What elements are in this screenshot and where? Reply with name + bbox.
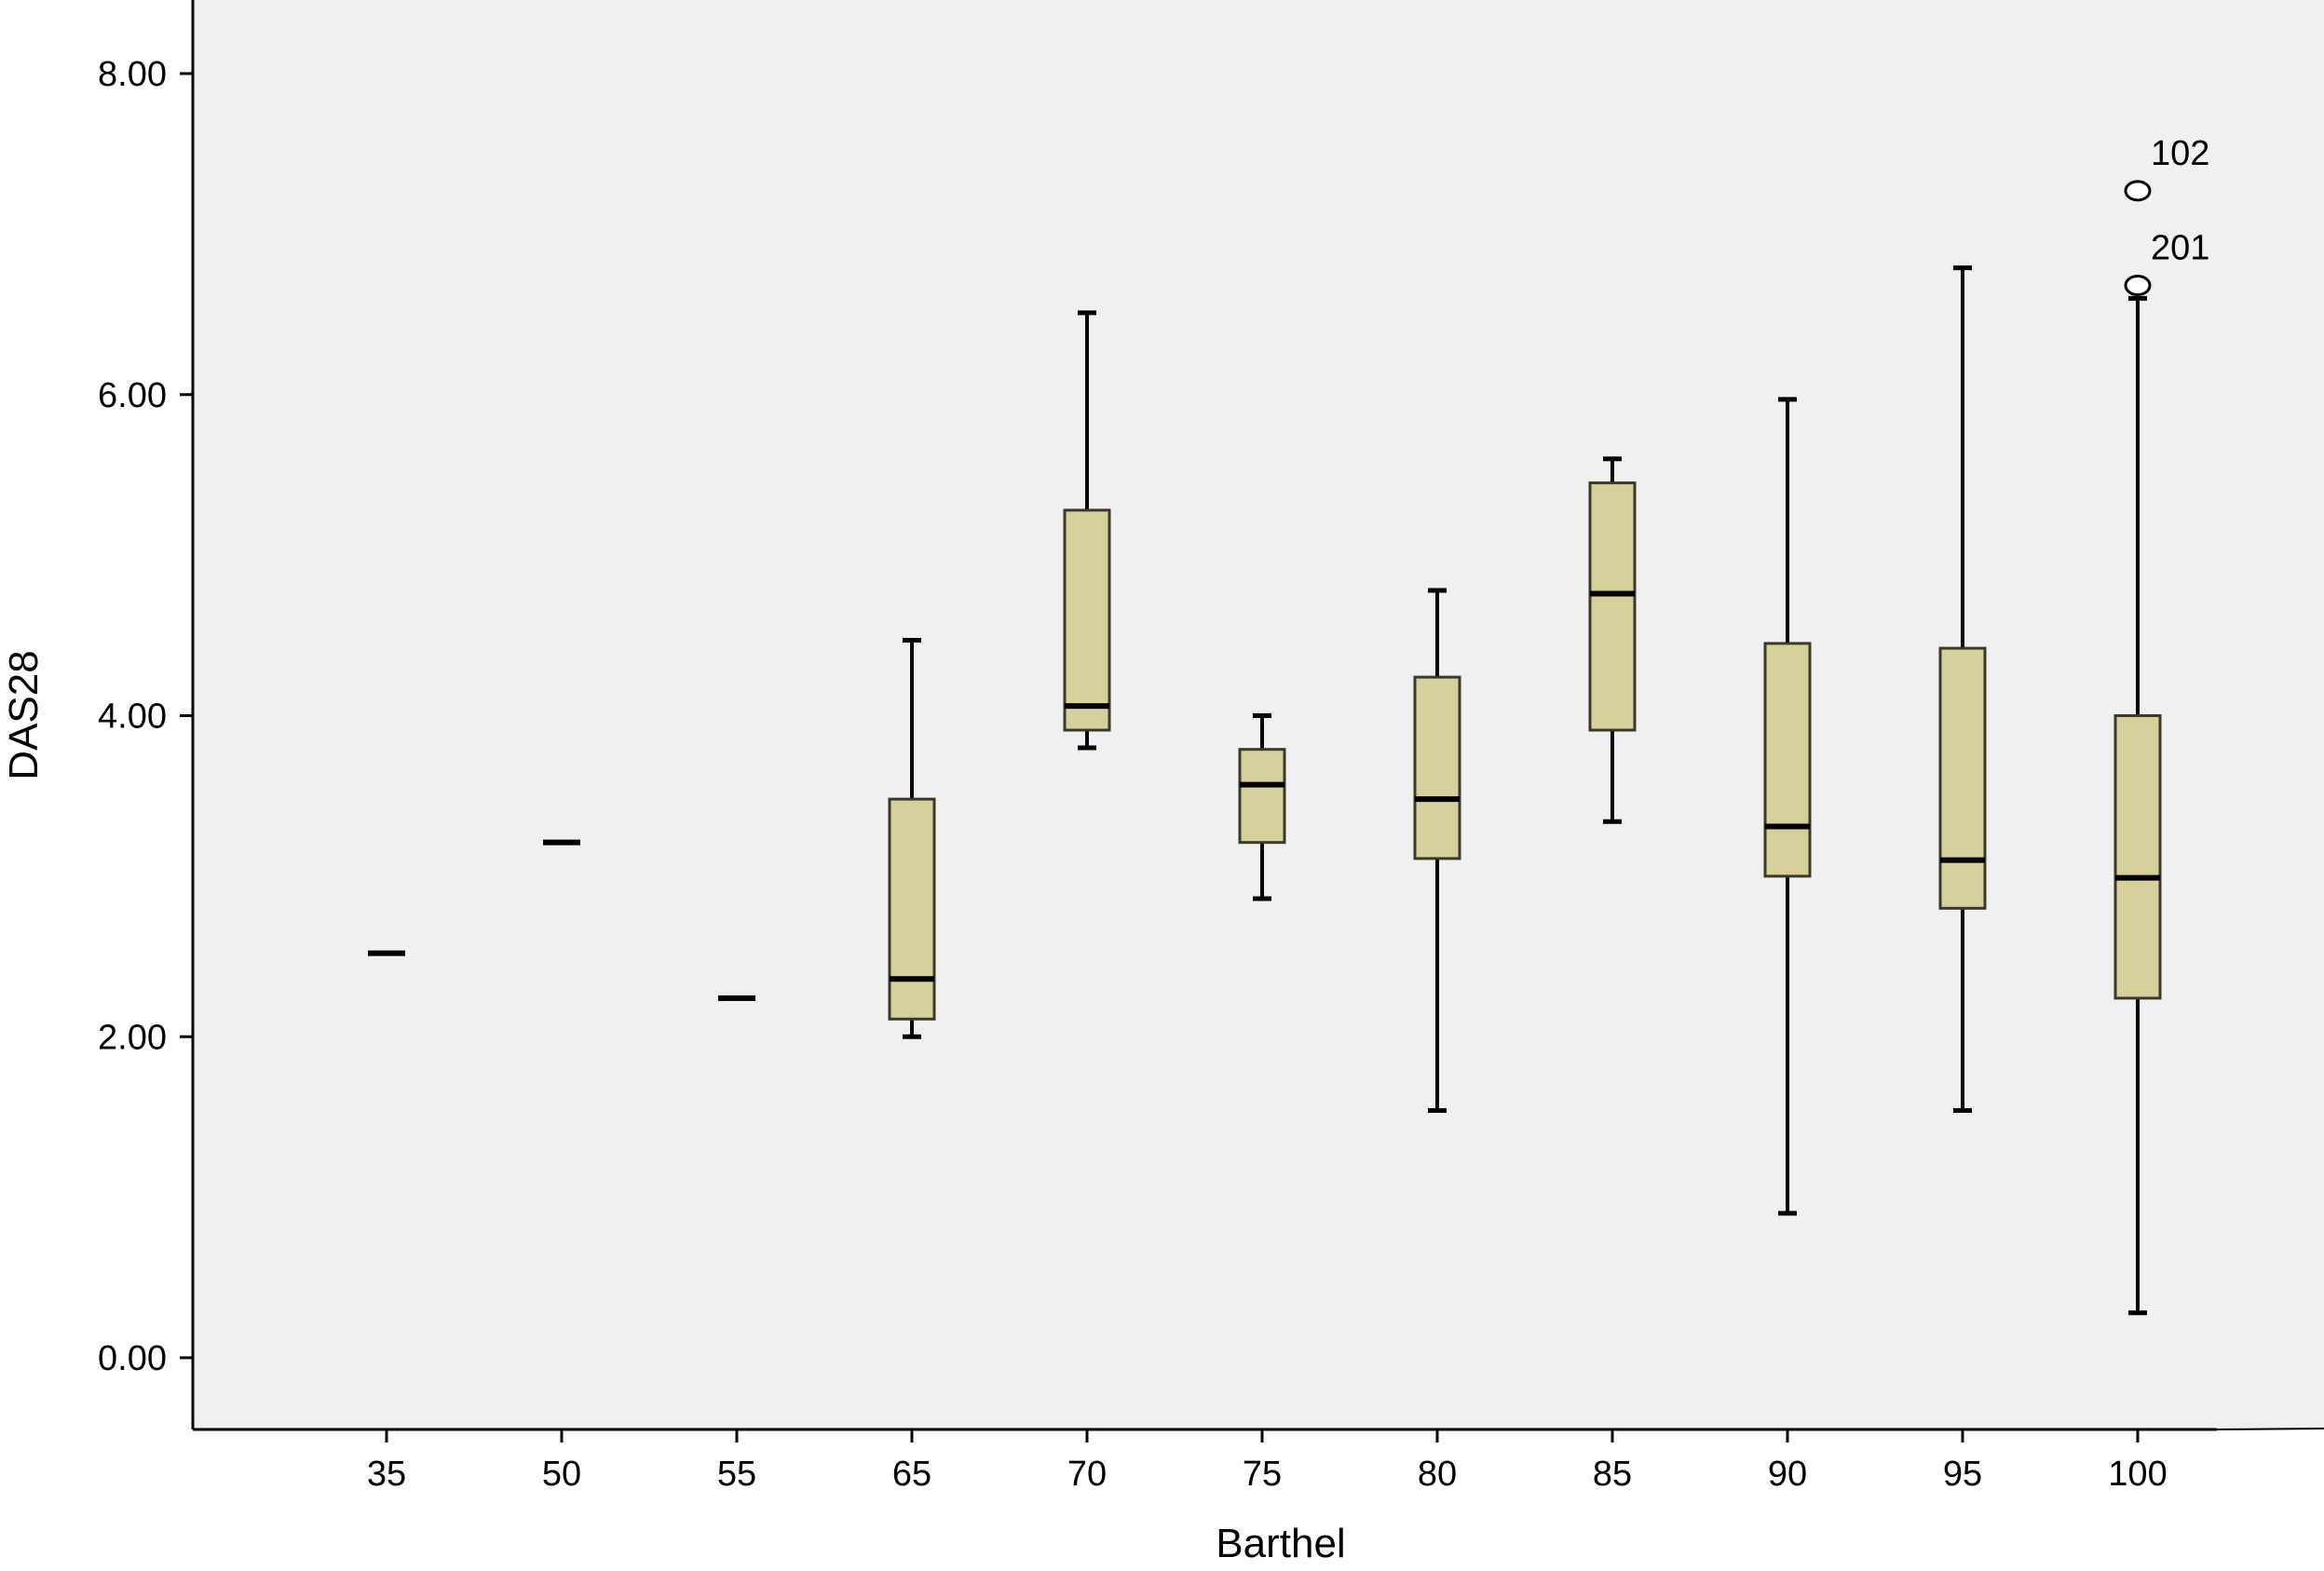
box <box>2113 714 2162 1000</box>
x-tick-label: 95 <box>1943 1455 1982 1494</box>
x-tick-label: 90 <box>1768 1455 1807 1494</box>
x-tick-label: 65 <box>892 1455 931 1494</box>
y-axis: 0.00 2.00 4.00 6.00 8.00 <box>98 0 195 1429</box>
x-tick-label: 55 <box>717 1455 756 1494</box>
x-tick-label: 35 <box>367 1455 406 1494</box>
y-axis-title: DAS28 <box>1 650 47 779</box>
x-tick-label: 75 <box>1243 1455 1282 1494</box>
y-tick-label: 0.00 <box>98 1339 167 1378</box>
outlier-point <box>2124 180 2152 202</box>
x-tick-label: 100 <box>2108 1455 2167 1494</box>
outlier-label: 201 <box>2151 229 2209 268</box>
y-tick-label: 2.00 <box>98 1018 167 1057</box>
x-axis: 35 50 55 65 70 75 80 85 90 95 100 <box>193 1428 2324 1494</box>
box <box>1238 748 1286 845</box>
box-plot-95 <box>1938 265 1987 1114</box>
box <box>1938 646 1987 910</box>
box-plot-70 <box>1063 310 1111 751</box>
x-tick-label: 70 <box>1067 1455 1107 1494</box>
x-tick-label: 50 <box>542 1455 581 1494</box>
x-axis-title: Barthel <box>1216 1521 1345 1566</box>
box <box>1588 481 1637 732</box>
box <box>888 797 936 1021</box>
box-plot-90 <box>1763 397 1812 1216</box>
box-plot-75 <box>1238 713 1286 901</box>
outlier-series: 102 201 <box>2124 134 2209 297</box>
outlier-label: 102 <box>2151 134 2209 173</box>
box <box>1763 642 1812 878</box>
y-tick-label: 6.00 <box>98 376 167 415</box>
box-plot-80 <box>1413 588 1461 1114</box>
x-tick-label: 80 <box>1418 1455 1457 1494</box>
x-tick-label: 85 <box>1593 1455 1632 1494</box>
box <box>1413 675 1461 860</box>
box-plot-65 <box>888 637 936 1039</box>
box-plot-85 <box>1588 456 1637 824</box>
y-tick-label: 4.00 <box>98 697 167 737</box>
y-tick-label: 8.00 <box>98 55 167 94</box>
box-plot-100 <box>2113 295 2162 1316</box>
box <box>1063 508 1111 732</box>
outlier-point <box>2124 275 2152 297</box>
box-series <box>368 265 2162 1316</box>
